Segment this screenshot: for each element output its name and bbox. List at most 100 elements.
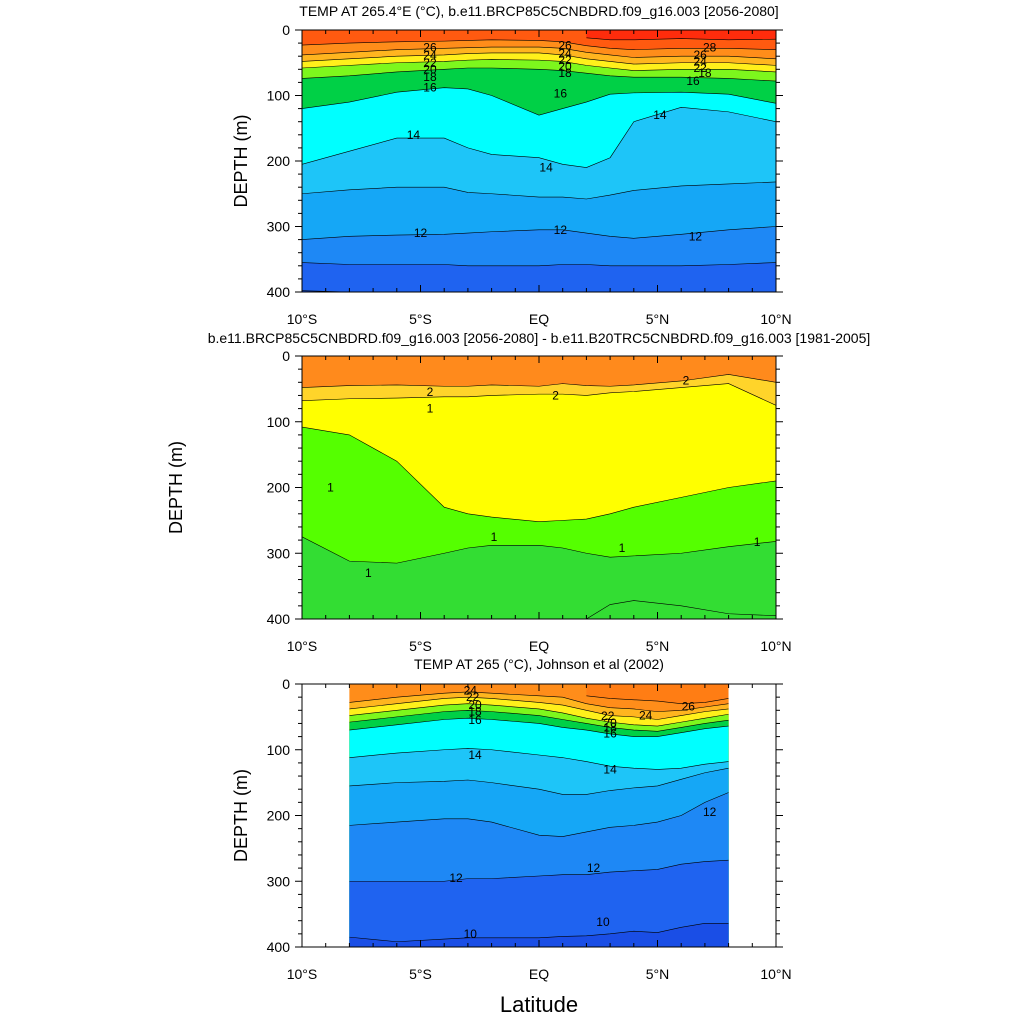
x-tick-label: 10°S <box>287 638 318 654</box>
contour-label: 16 <box>686 74 700 88</box>
contour-label: 24 <box>693 54 707 68</box>
contour-label: 2 <box>552 388 559 402</box>
figure-x-axis-label: Latitude <box>500 992 578 1017</box>
y-tick-label: 0 <box>282 676 290 692</box>
contour-fills <box>349 684 729 947</box>
contour-label: 20 <box>468 698 482 712</box>
contour-line-20 <box>302 59 776 73</box>
contour-fill-below-11 <box>302 262 776 292</box>
contour-label: 14 <box>653 108 667 122</box>
contour-lines <box>302 37 776 292</box>
y-tick-label: 300 <box>267 545 291 561</box>
y-tick-label: 0 <box>282 348 290 364</box>
contour-line-13 <box>302 181 776 200</box>
contour-lines <box>302 374 776 619</box>
contour-label: 10 <box>596 915 610 929</box>
contour-label: 26 <box>682 699 696 713</box>
contour-label: 28 <box>703 41 717 55</box>
x-tick-label: EQ <box>529 638 549 654</box>
contour-label: 22 <box>466 690 480 704</box>
contour-label: 22 <box>558 53 572 67</box>
contour-fill-below-11 <box>349 860 729 947</box>
x-tick-label: 5°S <box>409 311 432 327</box>
contour-label: 26 <box>558 39 572 53</box>
contour-label: 16 <box>468 713 482 727</box>
contour-label: 18 <box>698 66 712 80</box>
contour-label: 14 <box>407 128 421 142</box>
contour-label: 26 <box>693 48 707 62</box>
chart-panel-2: 2 1 2 2 1 1 1 1 1 10°S 5°S EQ 5°N 10°N 0 100 200 300 400 b.… <box>166 330 870 654</box>
contour-label: 24 <box>423 49 437 63</box>
y-axis-label: DEPTH (m) <box>231 769 251 862</box>
x-tick-label: 5°N <box>646 638 670 654</box>
contour-line-11 <box>302 262 776 267</box>
contour-label: 12 <box>449 871 463 885</box>
contour-label: 12 <box>587 861 601 875</box>
contour-label: 18 <box>468 705 482 719</box>
x-tick-label: 5°S <box>409 638 432 654</box>
contour-label: 22 <box>423 56 437 70</box>
x-tick-label: EQ <box>529 311 549 327</box>
contour-line-1 <box>302 536 776 564</box>
y-axis-label: DEPTH (m) <box>166 441 186 534</box>
x-tick-label: 5°S <box>409 966 432 982</box>
contour-line-14 <box>349 748 729 770</box>
x-tick-label: 10°S <box>287 966 318 982</box>
y-axis-label: DEPTH (m) <box>231 115 251 208</box>
y-tick-label: 200 <box>267 808 291 824</box>
contour-label: 14 <box>603 762 617 776</box>
contour-label: 24 <box>464 684 478 698</box>
contour-line-26 <box>302 39 776 50</box>
contour-label: 1 <box>327 481 334 495</box>
contour-line-2 <box>302 383 776 406</box>
contour-label: 2 <box>683 373 690 387</box>
contour-label: 1 <box>365 566 372 580</box>
contour-line-28 <box>586 37 776 41</box>
contour-label: 14 <box>468 748 482 762</box>
x-tick-label: 10°N <box>760 311 791 327</box>
contour-label: 22 <box>693 61 707 75</box>
contour-line-0.5 <box>586 600 776 619</box>
contour-label: 1 <box>754 535 761 549</box>
y-tick-label: 100 <box>267 414 291 430</box>
contour-label: 1 <box>491 530 498 544</box>
contour-label: 24 <box>639 709 653 723</box>
chart-panel-3: 24222018162624222018161414121212101010°S… <box>231 656 792 982</box>
contour-fill-below-1 <box>302 536 776 619</box>
contour-line-22 <box>349 696 729 720</box>
contour-line-12 <box>349 792 729 837</box>
chart-panel-1: 2624222018162624222018162826242218161414… <box>231 3 792 327</box>
contour-label: 18 <box>558 66 572 80</box>
contour-label: 20 <box>603 716 617 730</box>
contour-line-13 <box>349 767 729 795</box>
chart-title: TEMP AT 265 (°C), Johnson et al (2002) <box>414 656 664 672</box>
contour-label: 12 <box>703 805 717 819</box>
contour-lines <box>349 691 729 943</box>
contour-line-12 <box>302 226 776 240</box>
contour-label: 18 <box>603 720 617 734</box>
x-tick-label: 5°N <box>646 311 670 327</box>
y-tick-label: 200 <box>267 480 291 496</box>
contour-line-16 <box>349 717 729 737</box>
y-tick-label: 100 <box>267 88 291 104</box>
contour-label: 18 <box>423 70 437 84</box>
contour-label: 20 <box>558 60 572 74</box>
y-tick-label: 300 <box>267 219 291 235</box>
contour-label: 16 <box>603 726 617 740</box>
contour-label: 16 <box>554 87 568 101</box>
contour-label: 1 <box>427 402 434 416</box>
contour-fill-below-0.5 <box>586 600 776 619</box>
contour-label: 22 <box>601 709 615 723</box>
contour-line-20 <box>349 703 729 727</box>
y-tick-label: 200 <box>267 153 291 169</box>
contour-label: 1 <box>619 541 626 555</box>
contour-line-24 <box>349 691 729 712</box>
contour-line-18 <box>349 709 729 732</box>
chart-title: b.e11.BRCP85C5CNBDRD.f09_g16.003 [2056-2… <box>208 330 871 346</box>
x-tick-label: EQ <box>529 966 549 982</box>
contour-line-24 <box>302 46 776 60</box>
contour-label: 12 <box>689 229 703 243</box>
contour-label: 12 <box>554 223 568 237</box>
contour-label: 2 <box>427 385 434 399</box>
contour-line-18 <box>302 67 776 82</box>
